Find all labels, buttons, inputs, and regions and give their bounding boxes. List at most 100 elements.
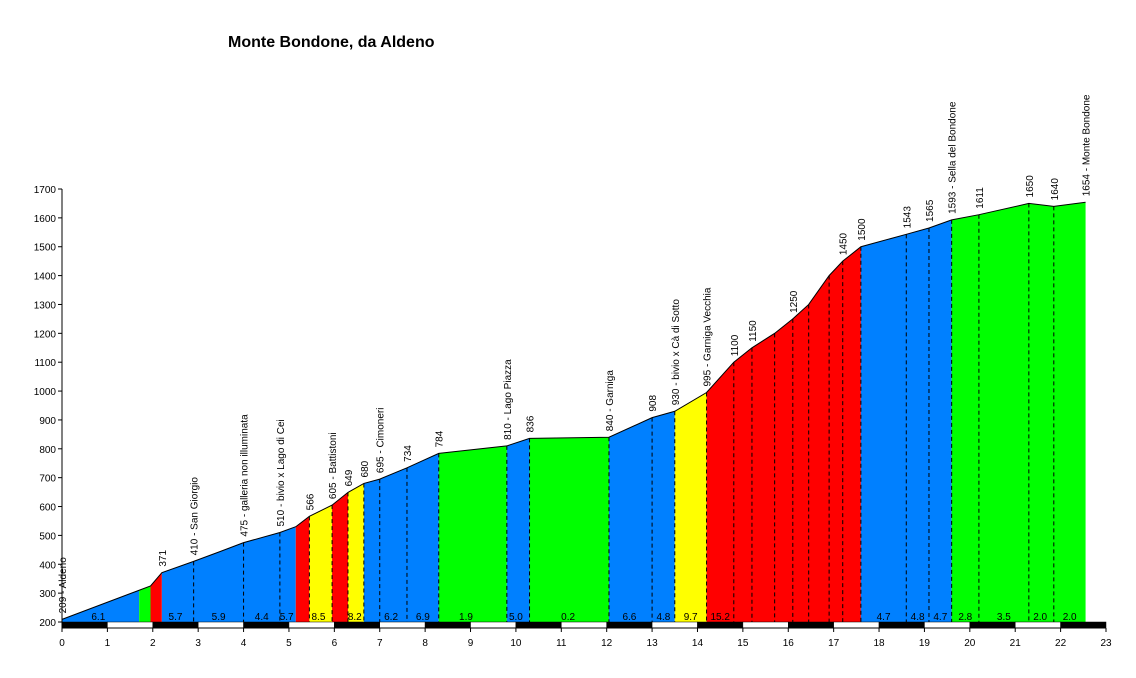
km-bar-21	[1014, 621, 1061, 629]
point-label-15: 908	[648, 395, 659, 412]
gradient-label-0: 6.1	[91, 612, 105, 623]
km-bar-16	[788, 621, 834, 629]
x-tick-label-7: 7	[377, 638, 383, 649]
point-label-29: 1654 - Monte Bondone	[1082, 94, 1093, 196]
point-label-5: 566	[305, 493, 316, 510]
point-label-20: 1250	[789, 290, 800, 313]
y-tick-label-10: 1200	[34, 329, 57, 340]
point-label-2: 410 - San Giorgio	[190, 477, 201, 556]
point-label-6: 605 - Battistoni	[328, 432, 339, 499]
gradient-label-21: 2.0	[1033, 612, 1047, 623]
y-tick-label-11: 1300	[34, 300, 57, 311]
km-bar-17	[833, 621, 880, 629]
point-label-25: 1593 - Sella del Bondone	[948, 101, 959, 214]
km-bar-10	[515, 621, 562, 629]
km-bar-22	[1060, 621, 1107, 629]
profile-segment-13	[674, 392, 707, 622]
point-label-11: 784	[435, 430, 446, 447]
profile-segment-1	[139, 585, 151, 622]
km-bar-0	[61, 621, 108, 629]
km-bar-9	[470, 621, 517, 629]
km-bar-13	[651, 621, 698, 629]
gradient-label-6: 8.2	[348, 612, 362, 623]
point-label-26: 1611	[975, 187, 986, 209]
y-tick-label-15: 1700	[34, 185, 57, 196]
gradient-label-8: 6.9	[416, 612, 430, 623]
point-label-18: 1100	[730, 334, 741, 356]
point-label-4: 510 - bivio x Lago di Cei	[276, 419, 287, 526]
point-label-0: 209 - Aldeno	[58, 557, 69, 614]
x-tick-label-2: 2	[150, 638, 156, 649]
profile-segment-7	[347, 483, 364, 622]
km-bar-3	[197, 621, 244, 629]
profile-segment-0	[62, 590, 140, 622]
km-bar-18	[878, 621, 925, 629]
gradient-label-9: 1.9	[459, 612, 473, 623]
x-tick-label-1: 1	[105, 638, 111, 649]
profile-segment-14	[706, 246, 861, 622]
point-label-23: 1543	[902, 206, 913, 229]
gradient-label-20: 3.5	[997, 612, 1011, 623]
x-tick-label-8: 8	[422, 638, 428, 649]
profile-segment-10	[506, 438, 530, 622]
gradient-label-13: 4.8	[656, 612, 670, 623]
point-label-22: 1500	[857, 218, 868, 241]
gradient-label-19: 2.8	[958, 612, 972, 623]
y-tick-label-6: 800	[39, 445, 56, 456]
y-tick-label-4: 600	[39, 503, 56, 514]
km-bar-19	[924, 621, 971, 629]
gradient-label-5: 8.5	[312, 612, 326, 623]
gradient-label-2: 5.9	[212, 612, 226, 623]
y-tick-label-2: 400	[39, 560, 56, 571]
y-tick-label-1: 300	[39, 589, 56, 600]
gradient-label-12: 6.6	[622, 612, 636, 623]
point-label-7: 649	[344, 469, 355, 486]
x-tick-label-6: 6	[332, 638, 338, 649]
gradient-label-7: 6.2	[384, 612, 398, 623]
gradient-label-22: 2.0	[1063, 612, 1077, 623]
km-bar-14	[697, 621, 744, 629]
profile-segment-6	[332, 492, 348, 622]
x-tick-label-14: 14	[692, 638, 704, 649]
profile-segment-3	[161, 526, 296, 622]
gradient-label-15: 15.2	[710, 612, 730, 623]
gradient-label-17: 4.8	[911, 612, 925, 623]
km-bar-15	[742, 621, 789, 629]
y-tick-label-9: 1100	[34, 358, 56, 369]
km-bar-11	[561, 621, 607, 629]
gradient-label-10: 5.0	[509, 612, 523, 623]
point-label-1: 371	[158, 550, 169, 567]
km-bar-8	[424, 621, 471, 629]
point-label-12: 810 - Lago Piazza	[503, 359, 514, 440]
gradient-label-1: 5.7	[169, 612, 183, 623]
km-bar-12	[606, 621, 653, 629]
x-tick-label-4: 4	[241, 638, 247, 649]
gradient-label-3: 4.4	[255, 612, 269, 623]
point-label-19: 1150	[748, 320, 759, 342]
point-label-17: 995 - Garniga Vecchia	[703, 287, 714, 386]
profile-segment-11	[529, 437, 609, 622]
x-tick-label-21: 21	[1010, 638, 1022, 649]
x-tick-label-16: 16	[783, 638, 795, 649]
x-tick-label-5: 5	[286, 638, 292, 649]
x-tick-label-22: 22	[1055, 638, 1067, 649]
x-tick-label-12: 12	[601, 638, 613, 649]
profile-segment-8	[363, 453, 439, 622]
profile-segment-2	[150, 572, 162, 622]
km-bar-1	[107, 621, 154, 629]
gradient-label-18: 4.7	[933, 612, 947, 623]
point-label-3: 475 - galleria non illuminata	[240, 414, 251, 537]
point-label-21: 1450	[839, 232, 850, 255]
point-label-8: 680	[360, 460, 371, 477]
point-label-9: 695 - Cimoneri	[376, 408, 387, 474]
profile-segment-16	[951, 202, 1086, 622]
y-tick-label-8: 1000	[34, 387, 57, 398]
x-tick-label-10: 10	[510, 638, 522, 649]
x-tick-label-20: 20	[964, 638, 976, 649]
x-tick-label-23: 23	[1100, 638, 1112, 649]
point-label-24: 1565	[925, 199, 936, 222]
profile-segment-9	[438, 445, 507, 622]
y-tick-label-5: 700	[39, 474, 56, 485]
